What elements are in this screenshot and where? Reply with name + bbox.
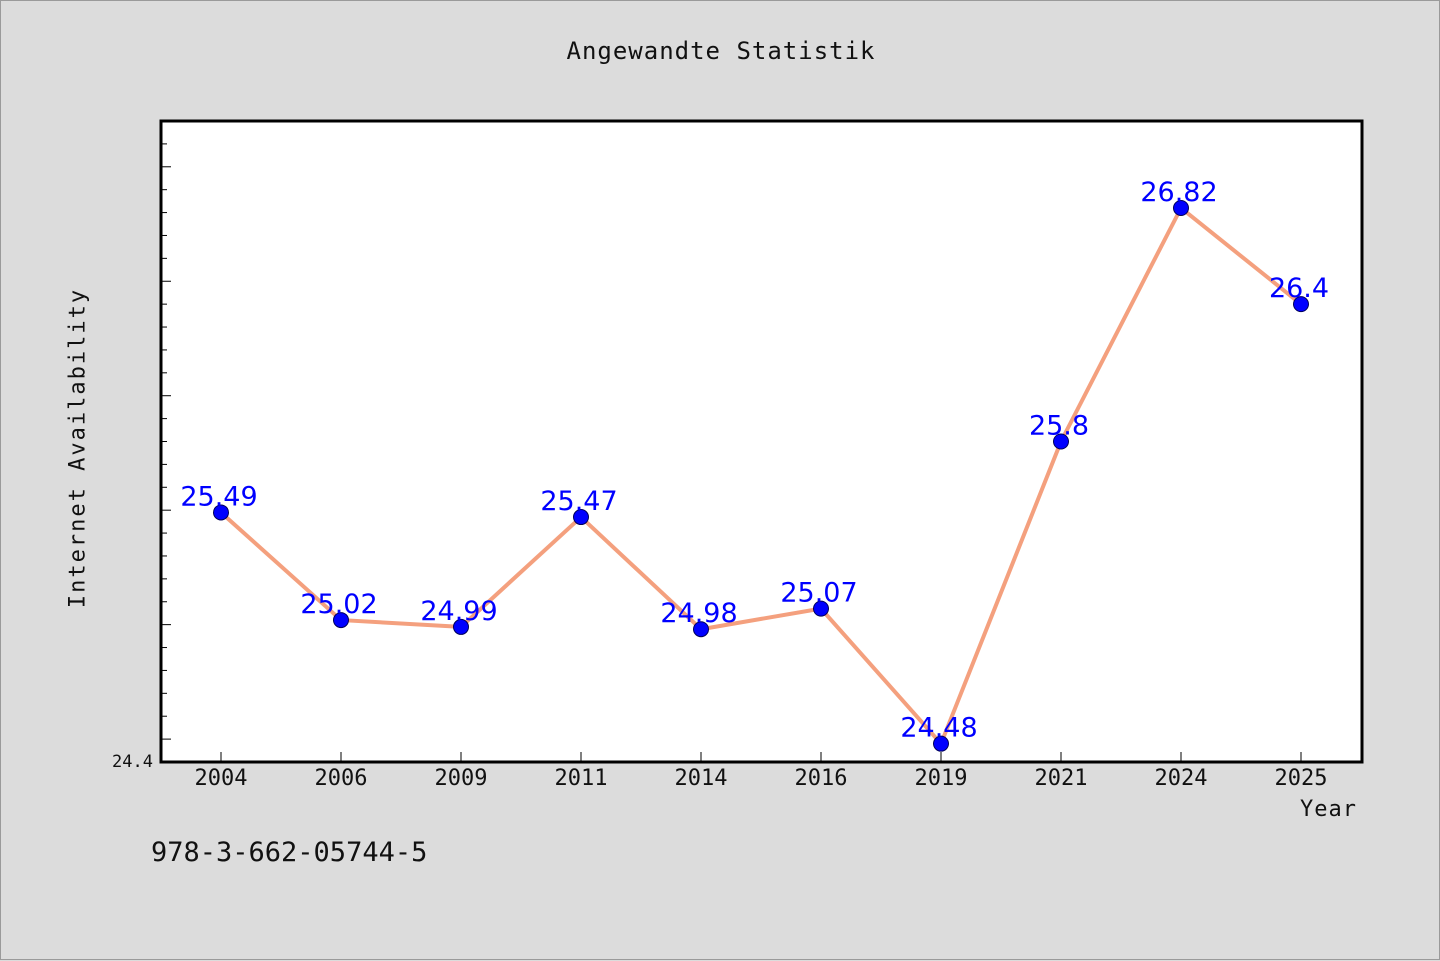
x-tick-label: 2016 — [795, 766, 848, 791]
y-tick-label: 24.4 — [112, 752, 153, 772]
data-point — [813, 600, 829, 617]
data-markers — [213, 199, 1309, 752]
x-tick-label: 2014 — [675, 766, 728, 791]
data-label: 24.98 — [660, 598, 737, 629]
data-point — [693, 621, 709, 638]
plot-area — [159, 119, 1364, 764]
x-tick-label: 2021 — [1035, 766, 1088, 791]
x-tick-label: 2024 — [1155, 766, 1208, 791]
data-label: 25.49 — [180, 481, 257, 512]
x-axis-label: Year — [1300, 797, 1357, 822]
data-point — [333, 612, 349, 629]
data-label: 25.02 — [300, 589, 377, 620]
data-label: 24.48 — [900, 713, 977, 744]
chart-title: Angewandte Statistik — [566, 37, 876, 65]
x-tick-label: 2009 — [435, 766, 488, 791]
data-label: 25.8 — [1029, 411, 1089, 442]
y-axis-ticks: 24.4 — [112, 143, 171, 772]
isbn-text: 978-3-662-05744-5 — [151, 837, 428, 868]
x-tick-label: 2011 — [555, 766, 608, 791]
data-label: 25.47 — [540, 486, 617, 517]
x-tick-label: 2006 — [315, 766, 368, 791]
x-tick-label: 2019 — [915, 766, 968, 791]
series-polyline — [219, 205, 1303, 746]
data-label: 25.07 — [780, 578, 857, 609]
x-tick-label: 2025 — [1275, 766, 1328, 791]
x-axis-ticks: 2004 2006 2009 2011 2014 2016 2019 2021 2024 2025 — [195, 752, 1328, 791]
data-label: 26.4 — [1269, 273, 1329, 304]
data-label: 26.82 — [1140, 177, 1217, 208]
data-point — [1293, 296, 1309, 313]
data-point — [933, 735, 949, 752]
data-point — [453, 618, 469, 635]
x-tick-label: 2004 — [195, 766, 248, 791]
data-point — [1173, 199, 1189, 216]
data-labels: 25.49 25.02 24.99 25.47 24.98 25.07 24.48 25.8 2… — [180, 177, 1329, 744]
series-line — [219, 205, 1303, 746]
data-label: 24.99 — [420, 596, 497, 627]
data-point — [213, 504, 229, 521]
data-point — [573, 509, 589, 526]
data-point — [1053, 433, 1069, 450]
